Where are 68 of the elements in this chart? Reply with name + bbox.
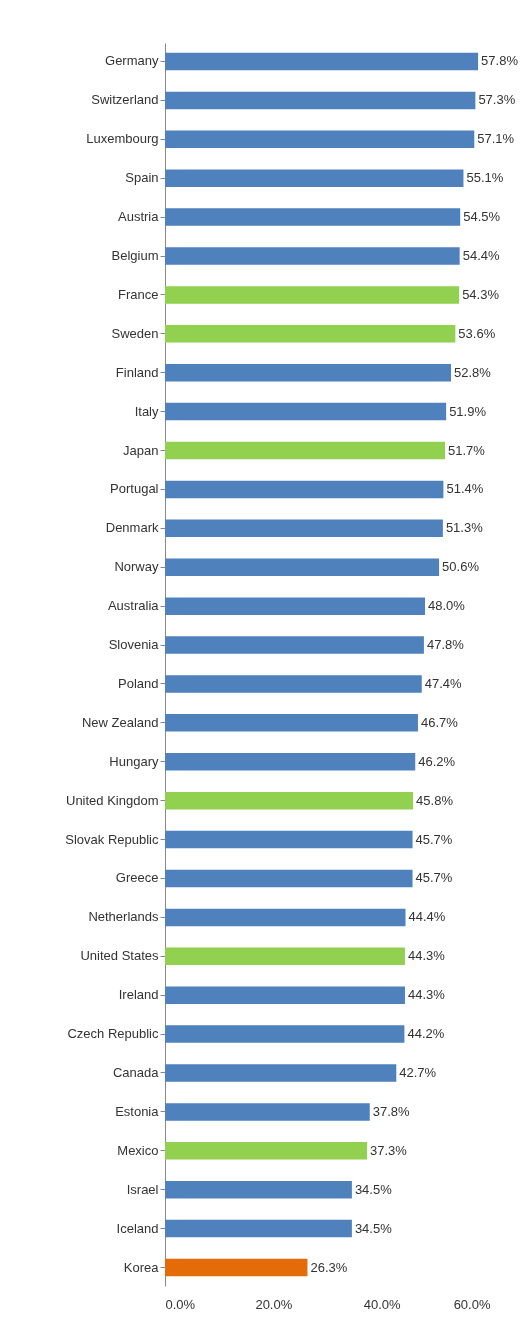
data-label: 45.8%	[416, 792, 454, 808]
data-label: 57.3%	[478, 92, 516, 108]
y-tick-label: United States	[80, 948, 159, 964]
data-label: 46.2%	[418, 753, 456, 769]
y-tick-label: Israel	[126, 1181, 159, 1197]
x-tick-label: 40.0%	[363, 1296, 402, 1312]
y-tick-label: Switzerland	[91, 92, 159, 108]
y-tick-label: Canada	[112, 1065, 160, 1080]
data-label: 50.6%	[442, 559, 480, 575]
data-label: 52.8%	[454, 364, 492, 380]
y-tick-label: Sweden	[111, 325, 159, 341]
y-tick-label: Greece	[115, 870, 159, 886]
data-label: 44.3%	[407, 948, 446, 964]
data-label: 51.9%	[449, 403, 487, 419]
x-tick-label: 0.0%	[165, 1296, 196, 1312]
y-tick-label: Estonia	[115, 1103, 160, 1119]
y-tick-label: Slovak Republic	[65, 831, 159, 847]
data-label: 55.1%	[466, 170, 504, 186]
data-label: 37.8%	[372, 1103, 411, 1119]
y-tick-label: Italy	[134, 403, 159, 419]
data-label: 54.4%	[462, 248, 500, 263]
y-tick-label: Japan	[123, 442, 159, 458]
data-label: 51.4%	[446, 481, 484, 497]
y-tick-label: Germany	[105, 53, 159, 69]
data-label: 44.4%	[408, 909, 446, 925]
data-label: 45.7%	[415, 870, 453, 886]
y-tick-label: Hungary	[109, 753, 159, 769]
data-label: 51.7%	[448, 442, 486, 458]
x-tick-label: 60.0%	[453, 1296, 491, 1312]
y-tick-label: Denmark	[105, 520, 159, 536]
data-label: 47.4%	[424, 675, 463, 691]
y-tick-label: Australia	[107, 598, 160, 614]
data-label: 37.3%	[370, 1142, 408, 1158]
data-label: 42.7%	[399, 1065, 437, 1080]
y-tick-label: Mexico	[117, 1142, 159, 1158]
y-tick-label: Ireland	[118, 987, 159, 1003]
y-tick-label: Luxembourg	[86, 131, 159, 147]
data-label: 47.8%	[426, 637, 465, 653]
y-tick-label: Netherlands	[88, 909, 159, 925]
data-label: 34.5%	[354, 1220, 393, 1236]
y-tick-label: France	[118, 286, 159, 302]
data-label: 26.3%	[310, 1259, 348, 1275]
y-tick-label: Spain	[125, 170, 159, 186]
y-tick-label: Austria	[118, 209, 160, 225]
y-tick-label: United Kingdom	[66, 792, 159, 808]
data-label: 51.3%	[445, 520, 484, 536]
y-tick-label: Finland	[115, 364, 159, 380]
data-label: 53.6%	[458, 325, 496, 341]
y-tick-label: New Zealand	[81, 714, 159, 730]
y-tick-label: Portugal	[110, 481, 159, 497]
y-tick-label: Korea	[123, 1259, 160, 1275]
y-tick-label: Slovenia	[108, 637, 160, 653]
data-label: 46.7%	[420, 714, 459, 730]
data-label: 54.3%	[462, 286, 500, 302]
y-tick-label: Norway	[114, 559, 159, 575]
data-label: 57.8%	[481, 53, 519, 69]
y-tick-label: Poland	[118, 675, 159, 691]
y-tick-label: Belgium	[111, 248, 159, 263]
x-tick-label: 20.0%	[255, 1296, 293, 1312]
data-label: 57.1%	[477, 131, 515, 147]
data-label: 44.2%	[407, 1026, 445, 1042]
data-label: 34.5%	[354, 1181, 393, 1197]
data-label: 44.3%	[407, 987, 446, 1003]
y-tick-label: Iceland	[116, 1220, 159, 1236]
data-label: 45.7%	[415, 831, 453, 847]
y-tick-label: Czech Republic	[67, 1026, 159, 1042]
data-label: 54.5%	[463, 209, 501, 225]
data-label: 48.0%	[428, 598, 466, 614]
